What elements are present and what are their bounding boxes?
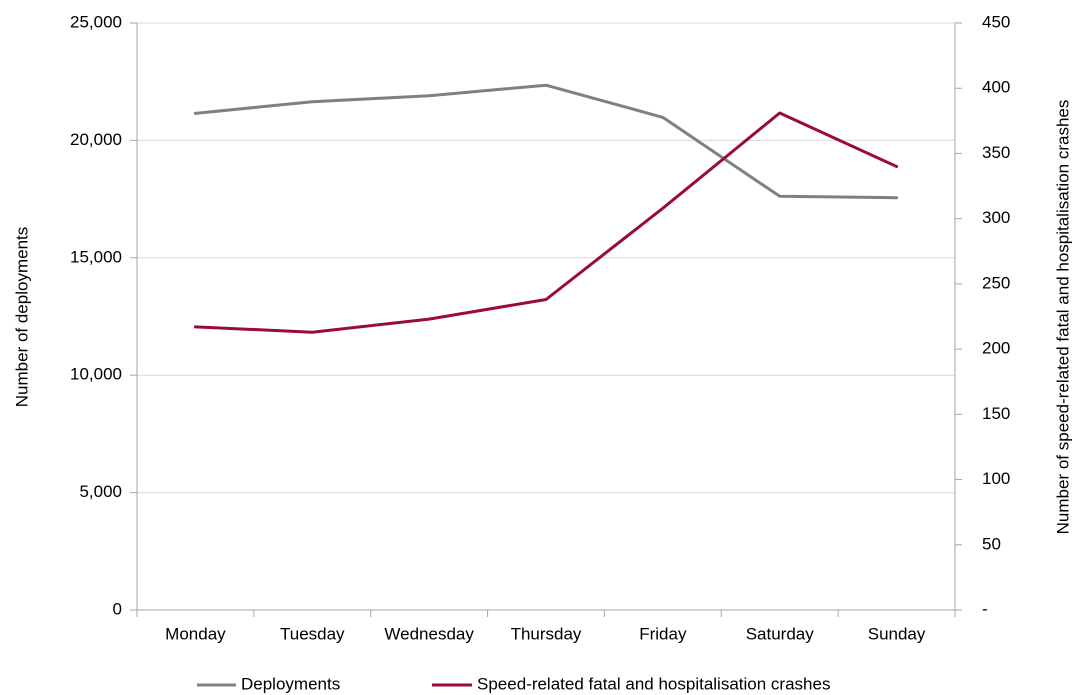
x-tick-label: Saturday	[746, 624, 815, 643]
axes	[136, 23, 956, 611]
legend: Deployments Speed-related fatal and hospi…	[197, 674, 830, 693]
x-tick-label: Monday	[165, 624, 226, 643]
right-tick-label: 400	[982, 78, 1010, 97]
right-tick-label: 350	[982, 143, 1010, 162]
x-axis-ticks: Monday Tuesday Wednesday Thursday Friday Satu…	[136, 610, 956, 643]
right-tick-label: -	[982, 599, 988, 618]
series-line-2	[193, 111, 899, 334]
right-axis-ticks: - 50 100 150 200 250 300 350 400 450	[955, 12, 1010, 618]
left-axis-ticks: 0 5,000 10,000 15,000 20,000 25,000	[70, 12, 137, 618]
right-tick-label: 250	[982, 273, 1010, 292]
right-tick-label: 450	[982, 12, 1010, 31]
x-tick-label: Sunday	[868, 624, 926, 643]
series-lines	[193, 83, 899, 334]
right-axis-title: Number of speed-related fatal and hospit…	[1053, 100, 1072, 535]
left-tick-label: 10,000	[70, 365, 122, 384]
x-tick-label: Friday	[639, 624, 687, 643]
x-tick-label: Wednesday	[384, 624, 474, 643]
series-line-1	[193, 83, 899, 200]
right-tick-label: 150	[982, 404, 1010, 423]
gridlines	[137, 22, 955, 494]
x-tick-label: Thursday	[511, 624, 582, 643]
left-tick-label: 20,000	[70, 130, 122, 149]
right-tick-label: 50	[982, 534, 1001, 553]
legend-label: Speed-related fatal and hospitalisation …	[477, 674, 830, 693]
legend-label: Deployments	[241, 674, 340, 693]
left-tick-label: 15,000	[70, 247, 122, 266]
left-axis-title: Number of deployments	[12, 227, 31, 407]
left-tick-label: 5,000	[79, 482, 122, 501]
left-tick-label: 0	[113, 599, 122, 618]
x-tick-label: Tuesday	[280, 624, 345, 643]
left-tick-label: 25,000	[70, 12, 122, 31]
right-tick-label: 100	[982, 469, 1010, 488]
right-tick-label: 300	[982, 208, 1010, 227]
right-tick-label: 200	[982, 339, 1010, 358]
